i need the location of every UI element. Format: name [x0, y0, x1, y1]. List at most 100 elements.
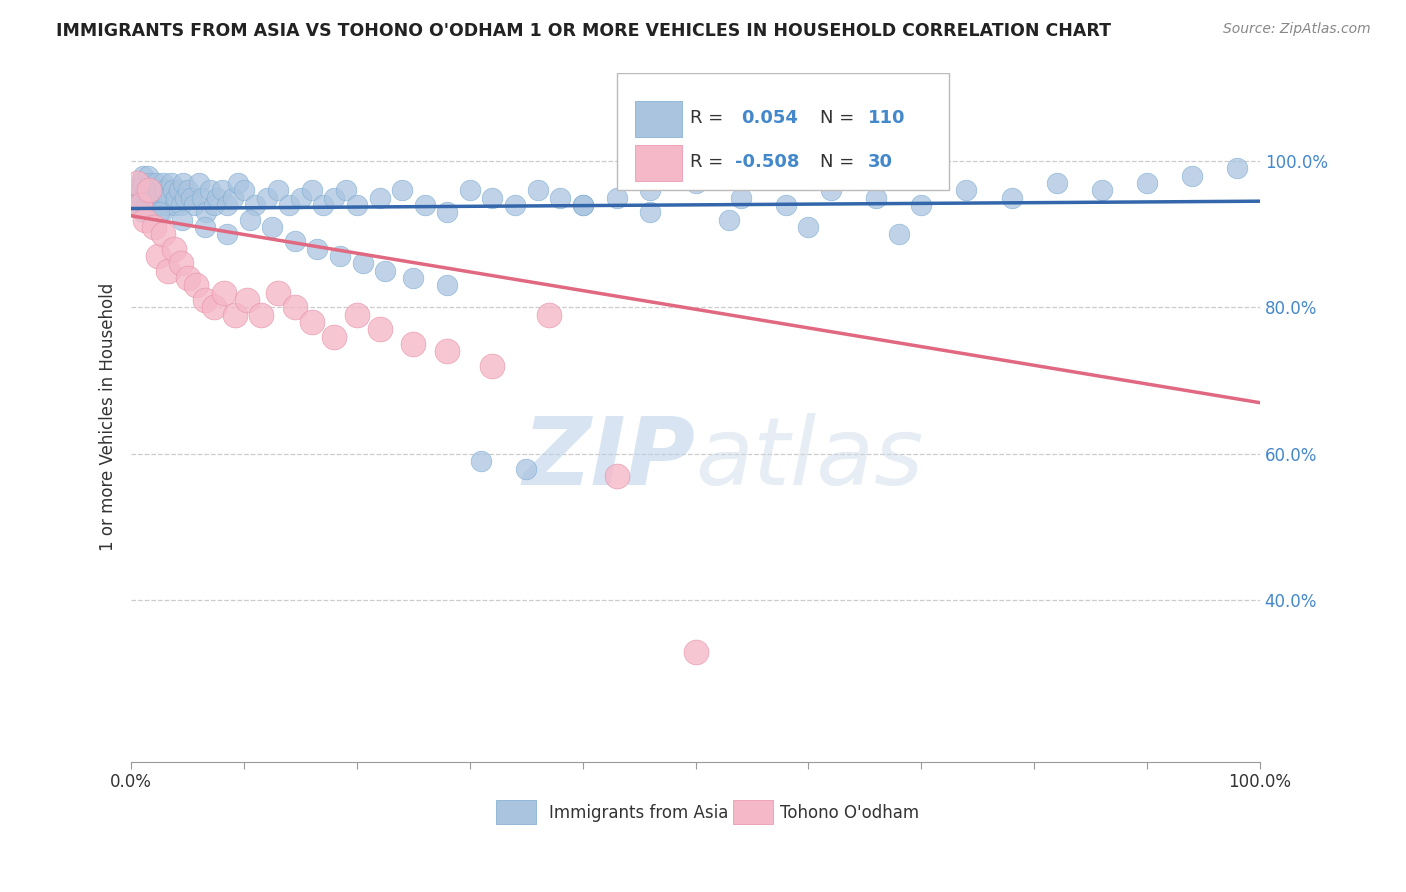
Point: [481, 359, 503, 373]
Point: [149, 190, 172, 204]
Point: [718, 212, 741, 227]
Point: [1000, 190, 1022, 204]
Point: [152, 227, 174, 242]
Point: [1136, 176, 1159, 190]
Point: [142, 190, 165, 204]
Point: [820, 183, 842, 197]
Point: [170, 198, 193, 212]
Point: [217, 227, 239, 242]
Point: [224, 308, 246, 322]
FancyBboxPatch shape: [733, 800, 773, 823]
Point: [312, 198, 335, 212]
Point: [413, 198, 436, 212]
Point: [301, 315, 323, 329]
Point: [368, 190, 391, 204]
Point: [1226, 161, 1249, 176]
Point: [152, 176, 174, 190]
Point: [155, 198, 177, 212]
Point: [228, 176, 250, 190]
Point: [352, 256, 374, 270]
Point: [537, 308, 560, 322]
Point: [157, 264, 180, 278]
Point: [346, 198, 368, 212]
Point: [153, 183, 176, 197]
Point: [910, 198, 932, 212]
Y-axis label: 1 or more Vehicles in Household: 1 or more Vehicles in Household: [100, 283, 117, 551]
Point: [176, 183, 198, 197]
Point: [194, 205, 217, 219]
Point: [131, 183, 153, 197]
Text: 110: 110: [869, 110, 905, 128]
Point: [503, 198, 526, 212]
Point: [211, 183, 233, 197]
Point: [191, 190, 214, 204]
Point: [470, 454, 492, 468]
Point: [146, 190, 169, 204]
Point: [640, 205, 662, 219]
Point: [290, 190, 312, 204]
Point: [436, 344, 458, 359]
Text: atlas: atlas: [696, 413, 924, 504]
Point: [335, 183, 357, 197]
Point: [172, 176, 194, 190]
FancyBboxPatch shape: [617, 73, 949, 190]
Point: [136, 169, 159, 183]
Text: Tohono O'odham: Tohono O'odham: [780, 805, 920, 822]
Point: [458, 183, 481, 197]
Point: [323, 190, 346, 204]
Point: [245, 198, 267, 212]
Point: [162, 183, 184, 197]
Point: [131, 169, 153, 183]
Point: [307, 242, 329, 256]
Point: [571, 198, 593, 212]
Point: [236, 293, 259, 307]
Point: [148, 249, 170, 263]
Point: [955, 183, 977, 197]
Point: [134, 183, 156, 197]
Point: [131, 176, 153, 190]
Text: Immigrants from Asia: Immigrants from Asia: [548, 805, 728, 822]
Point: [139, 176, 162, 190]
Point: [128, 190, 150, 204]
Point: [436, 205, 458, 219]
Point: [606, 190, 628, 204]
Point: [323, 330, 346, 344]
Point: [217, 198, 239, 212]
Point: [194, 219, 217, 234]
Text: IMMIGRANTS FROM ASIA VS TOHONO O'ODHAM 1 OR MORE VEHICLES IN HOUSEHOLD CORRELATI: IMMIGRANTS FROM ASIA VS TOHONO O'ODHAM 1…: [56, 22, 1111, 40]
Point: [129, 198, 152, 212]
Text: ZIP: ZIP: [523, 413, 696, 505]
Point: [143, 183, 166, 197]
Point: [481, 190, 503, 204]
Point: [131, 190, 153, 204]
Point: [775, 198, 797, 212]
Point: [436, 278, 458, 293]
Point: [730, 190, 752, 204]
Text: N =: N =: [820, 110, 853, 128]
Point: [148, 183, 170, 197]
Point: [865, 190, 887, 204]
Text: 0.054: 0.054: [741, 110, 797, 128]
Point: [887, 227, 910, 242]
Point: [184, 278, 207, 293]
Point: [136, 198, 159, 212]
Point: [515, 461, 537, 475]
Point: [256, 190, 278, 204]
Point: [1181, 169, 1204, 183]
Point: [267, 183, 290, 197]
Point: [142, 198, 165, 212]
FancyBboxPatch shape: [496, 800, 537, 823]
Point: [125, 190, 148, 204]
Point: [157, 190, 180, 204]
Point: [222, 190, 245, 204]
Point: [138, 190, 160, 204]
Text: R =: R =: [690, 153, 723, 171]
Point: [138, 183, 160, 197]
Text: N =: N =: [820, 153, 853, 171]
Point: [145, 176, 167, 190]
Point: [205, 190, 228, 204]
Point: [346, 308, 368, 322]
Point: [1046, 176, 1069, 190]
Text: 30: 30: [869, 153, 893, 171]
Point: [202, 198, 225, 212]
